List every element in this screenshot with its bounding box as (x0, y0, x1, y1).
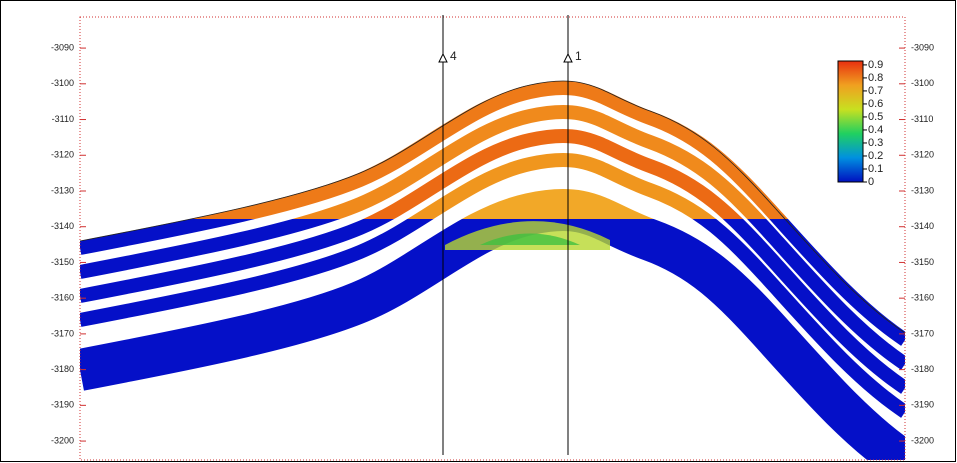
colorbar-tick-label: 0.5 (868, 111, 883, 123)
y-tick-label: -3120 (51, 150, 74, 160)
colorbar-tick-label: 0.9 (868, 59, 883, 71)
y-tick-label-right: -3140 (911, 221, 934, 231)
y-tick-label: -3130 (51, 185, 74, 195)
y-tick-label: -3170 (51, 328, 74, 338)
colorbar-scale (838, 61, 863, 182)
y-tick-label-right: -3120 (911, 150, 934, 160)
y-tick-label-right: -3110 (911, 114, 933, 124)
colorbar-tick-label: 0.3 (868, 137, 883, 149)
y-tick-label-right: -3150 (911, 257, 934, 267)
y-tick-label-right: -3130 (911, 185, 934, 195)
y-tick-label-right: -3090 (911, 42, 934, 52)
chart: 00.10.20.30.40.50.60.70.80.9 -3090 -3090 -… (0, 0, 957, 463)
colorbar-tick-label: 0.4 (868, 124, 883, 136)
y-tick-label: -3180 (51, 364, 74, 374)
y-tick-label: -3140 (51, 221, 74, 231)
layers (80, 81, 905, 462)
colorbar-tick-label: 0.8 (868, 72, 883, 84)
y-tick-label: -3100 (51, 78, 74, 88)
colorbar-tick-label: 0.6 (868, 98, 883, 110)
y-tick-label-right: -3170 (911, 328, 934, 338)
y-tick-label: -3160 (51, 293, 74, 303)
y-tick-label-right: -3180 (911, 364, 934, 374)
y-tick-label-right: -3200 (911, 435, 934, 445)
colorbar-tick-label: 0.2 (868, 150, 883, 162)
colorbar: 00.10.20.30.40.50.60.70.80.9 (838, 59, 883, 188)
y-tick-label: -3190 (51, 400, 74, 410)
y-tick-label: -3150 (51, 257, 74, 267)
colorbar-tick-label: 0.1 (868, 163, 883, 175)
y-tick-label-right: -3160 (911, 293, 934, 303)
water-zone (80, 88, 905, 462)
colorbar-tick-label: 0 (868, 176, 874, 188)
y-tick-label-right: -3100 (911, 78, 934, 88)
y-tick-label: -3110 (52, 114, 74, 124)
well-marker (439, 54, 447, 62)
y-tick-label-right: -3190 (911, 400, 934, 410)
well-label: 4 (450, 49, 457, 63)
well-marker (564, 54, 572, 62)
y-tick-label: -3200 (51, 435, 74, 445)
y-tick-label: -3090 (51, 42, 74, 52)
colorbar-tick-label: 0.7 (868, 85, 883, 97)
well-label: 1 (575, 49, 582, 63)
